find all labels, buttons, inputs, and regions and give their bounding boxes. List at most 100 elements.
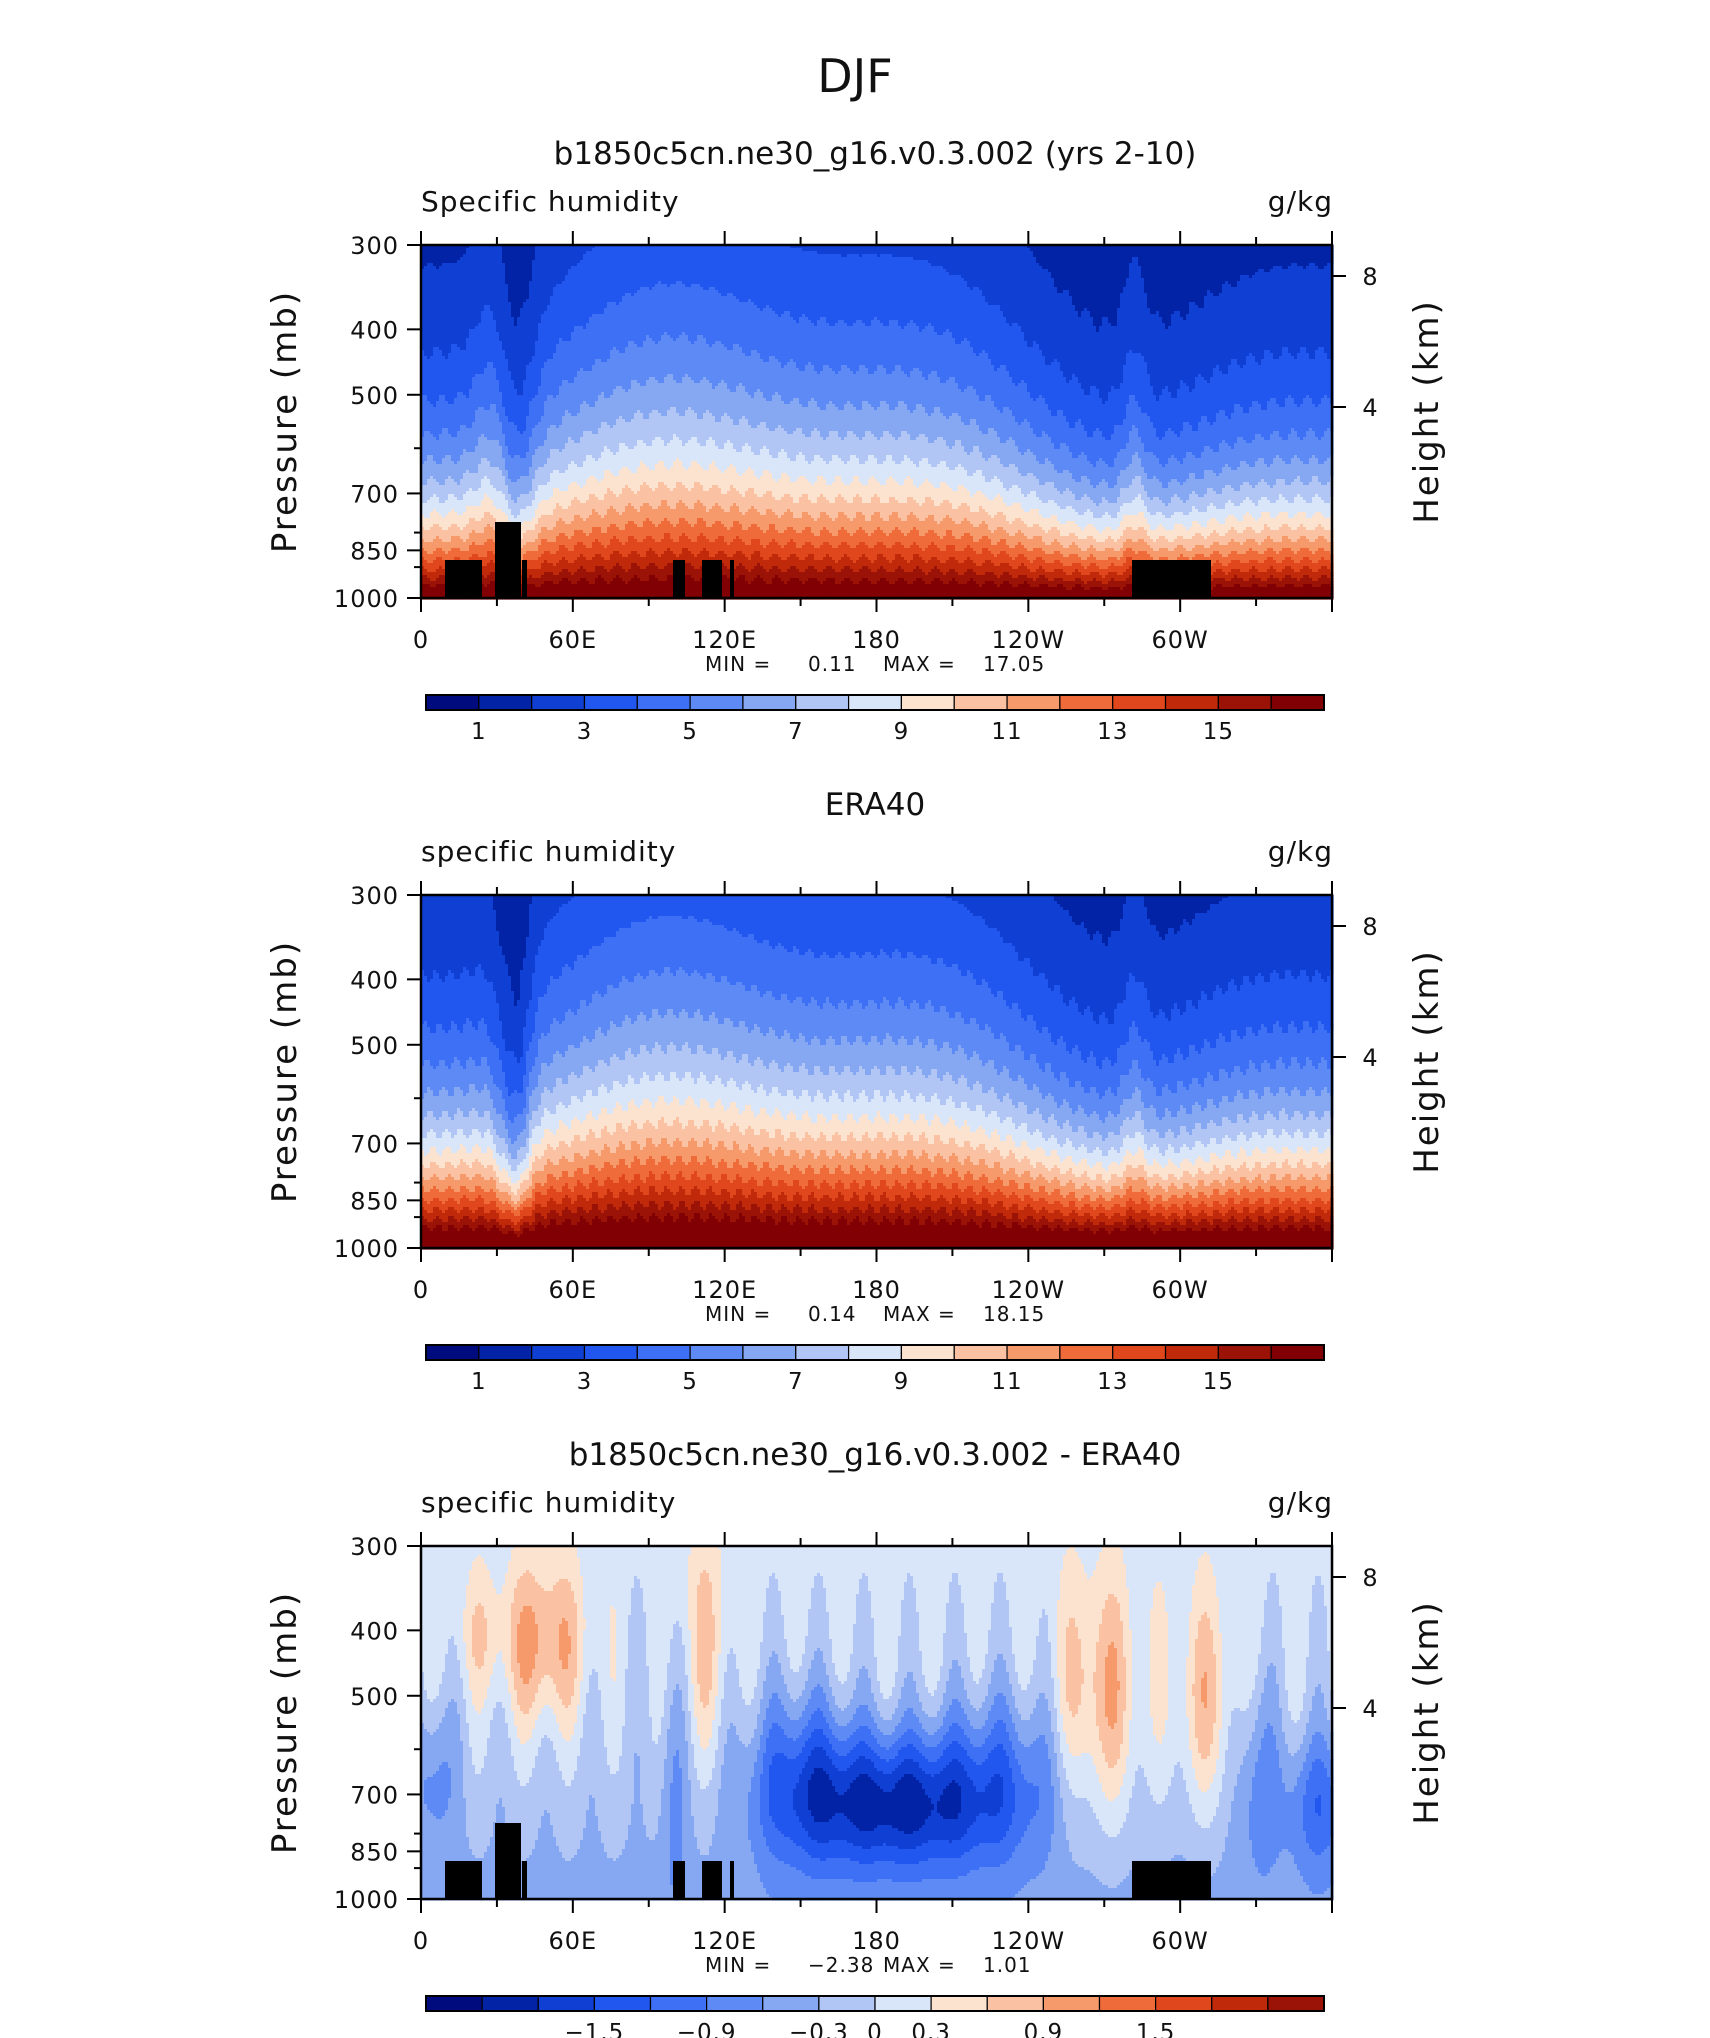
mask-block — [673, 560, 685, 598]
colorbar-label: 7 — [788, 719, 804, 745]
contour-field — [421, 245, 1334, 600]
colorbar-swatch — [1007, 695, 1060, 710]
mask-block — [702, 1861, 722, 1899]
x-tick-label: 60W — [1152, 626, 1209, 654]
y-tick-label: 500 — [350, 1683, 399, 1711]
right-axis-title: Height (km) — [1407, 1600, 1447, 1825]
colorbar-swatch — [690, 695, 743, 710]
colorbar-swatch — [796, 695, 849, 710]
x-tick-label: 60E — [548, 1276, 597, 1304]
height-axis: 84 — [1332, 913, 1378, 1072]
mask-block — [730, 1861, 734, 1899]
y-tick-label: 1000 — [334, 585, 399, 613]
colorbar-swatch — [426, 1996, 482, 2011]
colorbar-swatch — [637, 695, 690, 710]
colorbar-label: 0.3 — [911, 2020, 951, 2038]
min-value: 0.11 — [808, 652, 857, 676]
colorbar-swatch — [1271, 695, 1324, 710]
colorbar-label: 5 — [682, 719, 698, 745]
height-axis: 84 — [1332, 263, 1378, 422]
colorbar-swatch — [901, 1345, 954, 1360]
chart-panel-3: b1850c5cn.ne30_g16.v0.3.002 - ERA40speci… — [265, 1437, 1447, 2038]
colorbar-label: 0.9 — [1024, 2020, 1064, 2038]
mask-block — [495, 522, 521, 598]
colorbar-label: 9 — [894, 719, 910, 745]
x-tick-label: 0 — [413, 626, 429, 654]
min-label: MIN = — [705, 1953, 771, 1977]
colorbar-label: 3 — [577, 719, 593, 745]
y-tick-label: 400 — [350, 316, 399, 344]
mask-block — [702, 560, 722, 598]
min-label: MIN = — [705, 652, 771, 676]
x-tick-label: 0 — [413, 1927, 429, 1955]
y-axis-title: Pressure (mb) — [265, 290, 305, 553]
colorbar-swatch — [875, 1996, 931, 2011]
height-tick-label: 4 — [1362, 1695, 1377, 1723]
x-tick-label: 60E — [548, 626, 597, 654]
y-tick-label: 850 — [350, 537, 399, 565]
colorbar-label: 5 — [682, 1369, 698, 1395]
colorbar-swatch — [532, 1345, 585, 1360]
height-tick-label: 8 — [1362, 913, 1377, 941]
colorbar-label: 7 — [788, 1369, 804, 1395]
colorbar: −1.5 −0.9 −0.3 0 0.3 0.9 1.5 — [426, 1996, 1324, 2038]
colorbar-swatch — [651, 1996, 707, 2011]
x-tick-label: 60W — [1152, 1927, 1209, 1955]
x-tick-label: 120E — [692, 1276, 757, 1304]
colorbar-swatch — [1113, 1345, 1166, 1360]
colorbar-swatch — [743, 695, 796, 710]
colorbar-swatch — [479, 1345, 532, 1360]
colorbar-swatch — [743, 1345, 796, 1360]
y-tick-label: 700 — [350, 480, 399, 508]
colorbar-label: 1.5 — [1136, 2020, 1176, 2038]
colorbar-label: 0 — [867, 2020, 883, 2038]
field-name-label: Specific humidity — [421, 185, 680, 218]
x-tick-label: 180 — [852, 1276, 901, 1304]
panel-title: ERA40 — [825, 787, 926, 823]
max-label: MAX = — [883, 652, 956, 676]
y-tick-label: 400 — [350, 1617, 399, 1645]
colorbar-swatch — [1212, 1996, 1268, 2011]
colorbar-swatch — [1166, 1345, 1219, 1360]
colorbar-swatch — [1268, 1996, 1324, 2011]
colorbar: 1 3 5 7 9 11 13 15 — [426, 1345, 1324, 1395]
y-tick-label: 1000 — [334, 1886, 399, 1914]
max-label: MAX = — [883, 1953, 956, 1977]
mask-block — [495, 1823, 521, 1899]
colorbar-swatch — [1043, 1996, 1099, 2011]
mask-block — [1132, 560, 1211, 598]
colorbar-label: 3 — [577, 1369, 593, 1395]
x-tick-label: 120E — [692, 626, 757, 654]
x-tick-label: 180 — [852, 1927, 901, 1955]
colorbar-swatch — [1113, 695, 1166, 710]
colorbar-swatch — [763, 1996, 819, 2011]
colorbar-swatch — [707, 1996, 763, 2011]
colorbar-swatch — [954, 1345, 1007, 1360]
contour-field — [421, 1546, 1334, 1901]
y-tick-label: 300 — [350, 882, 399, 910]
y-tick-label: 400 — [350, 966, 399, 994]
min-value: −2.38 — [808, 1953, 874, 1977]
max-value: 17.05 — [983, 652, 1045, 676]
height-tick-label: 4 — [1362, 394, 1377, 422]
figure-title: DJF — [817, 49, 892, 103]
colorbar-label: 15 — [1203, 719, 1234, 745]
colorbar-swatch — [479, 695, 532, 710]
colorbar-swatch — [1060, 695, 1113, 710]
colorbar-label: −0.9 — [677, 2020, 737, 2038]
colorbar-swatch — [1218, 695, 1271, 710]
colorbar-swatch — [1156, 1996, 1212, 2011]
units-label: g/kg — [1268, 1486, 1333, 1519]
mask-block — [522, 560, 527, 598]
y-axis-title: Pressure (mb) — [265, 940, 305, 1203]
x-tick-label: 120W — [992, 1276, 1066, 1304]
y-tick-label: 500 — [350, 382, 399, 410]
height-tick-label: 4 — [1362, 1044, 1377, 1072]
y-axis-title: Pressure (mb) — [265, 1591, 305, 1854]
x-tick-label: 180 — [852, 626, 901, 654]
colorbar-label: 13 — [1097, 1369, 1128, 1395]
